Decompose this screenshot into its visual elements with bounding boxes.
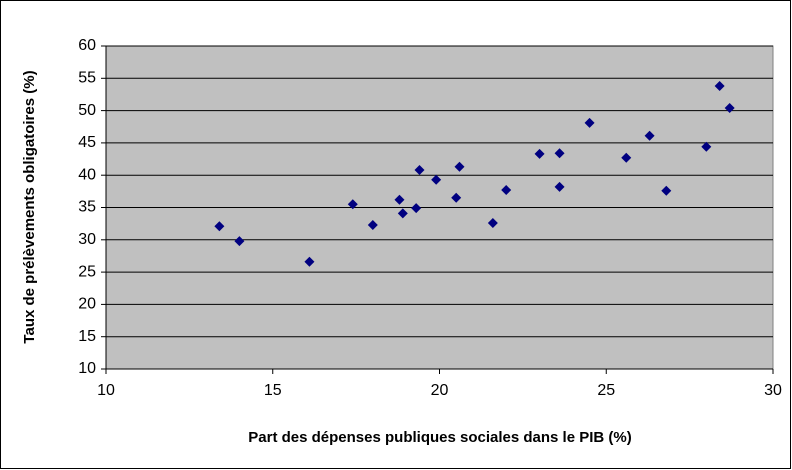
point: [397, 208, 408, 219]
point: [451, 192, 462, 203]
point: [661, 185, 672, 196]
point: [411, 203, 422, 214]
point: [304, 256, 315, 267]
x-tick-label: 30: [764, 382, 782, 399]
point: [714, 81, 725, 92]
point: [367, 219, 378, 230]
point: [431, 174, 442, 185]
y-tick-label: 50: [78, 102, 96, 119]
y-tick-label: 20: [78, 296, 96, 313]
point: [554, 148, 565, 159]
point: [584, 117, 595, 128]
point: [724, 103, 735, 114]
y-tick-label: 55: [78, 70, 96, 87]
point: [644, 130, 655, 141]
x-tick-label: 25: [597, 382, 615, 399]
y-tick-label: 15: [78, 328, 96, 345]
point: [454, 161, 465, 172]
x-tick-label: 20: [431, 382, 449, 399]
point: [234, 236, 245, 247]
y-axis-title: Taux de prélèvements obligatoires (%): [21, 70, 38, 343]
point: [414, 165, 425, 176]
point: [347, 199, 358, 210]
y-tick-label: 35: [78, 199, 96, 216]
point: [487, 218, 498, 229]
y-tick-label: 25: [78, 263, 96, 280]
y-tick-label: 30: [78, 231, 96, 248]
y-tick-label: 45: [78, 134, 96, 151]
point: [701, 141, 712, 152]
point: [394, 194, 405, 205]
x-tick-label: 15: [264, 382, 282, 399]
x-tick-label: 10: [97, 382, 115, 399]
point: [214, 221, 225, 232]
y-tick-label: 60: [78, 37, 96, 54]
point: [534, 148, 545, 159]
y-tick-label: 10: [78, 360, 96, 377]
point: [621, 152, 632, 163]
point: [501, 185, 512, 196]
point: [554, 181, 565, 192]
y-tick-label: 40: [78, 166, 96, 183]
x-axis-title: Part des dépenses publiques sociales dan…: [248, 429, 631, 446]
